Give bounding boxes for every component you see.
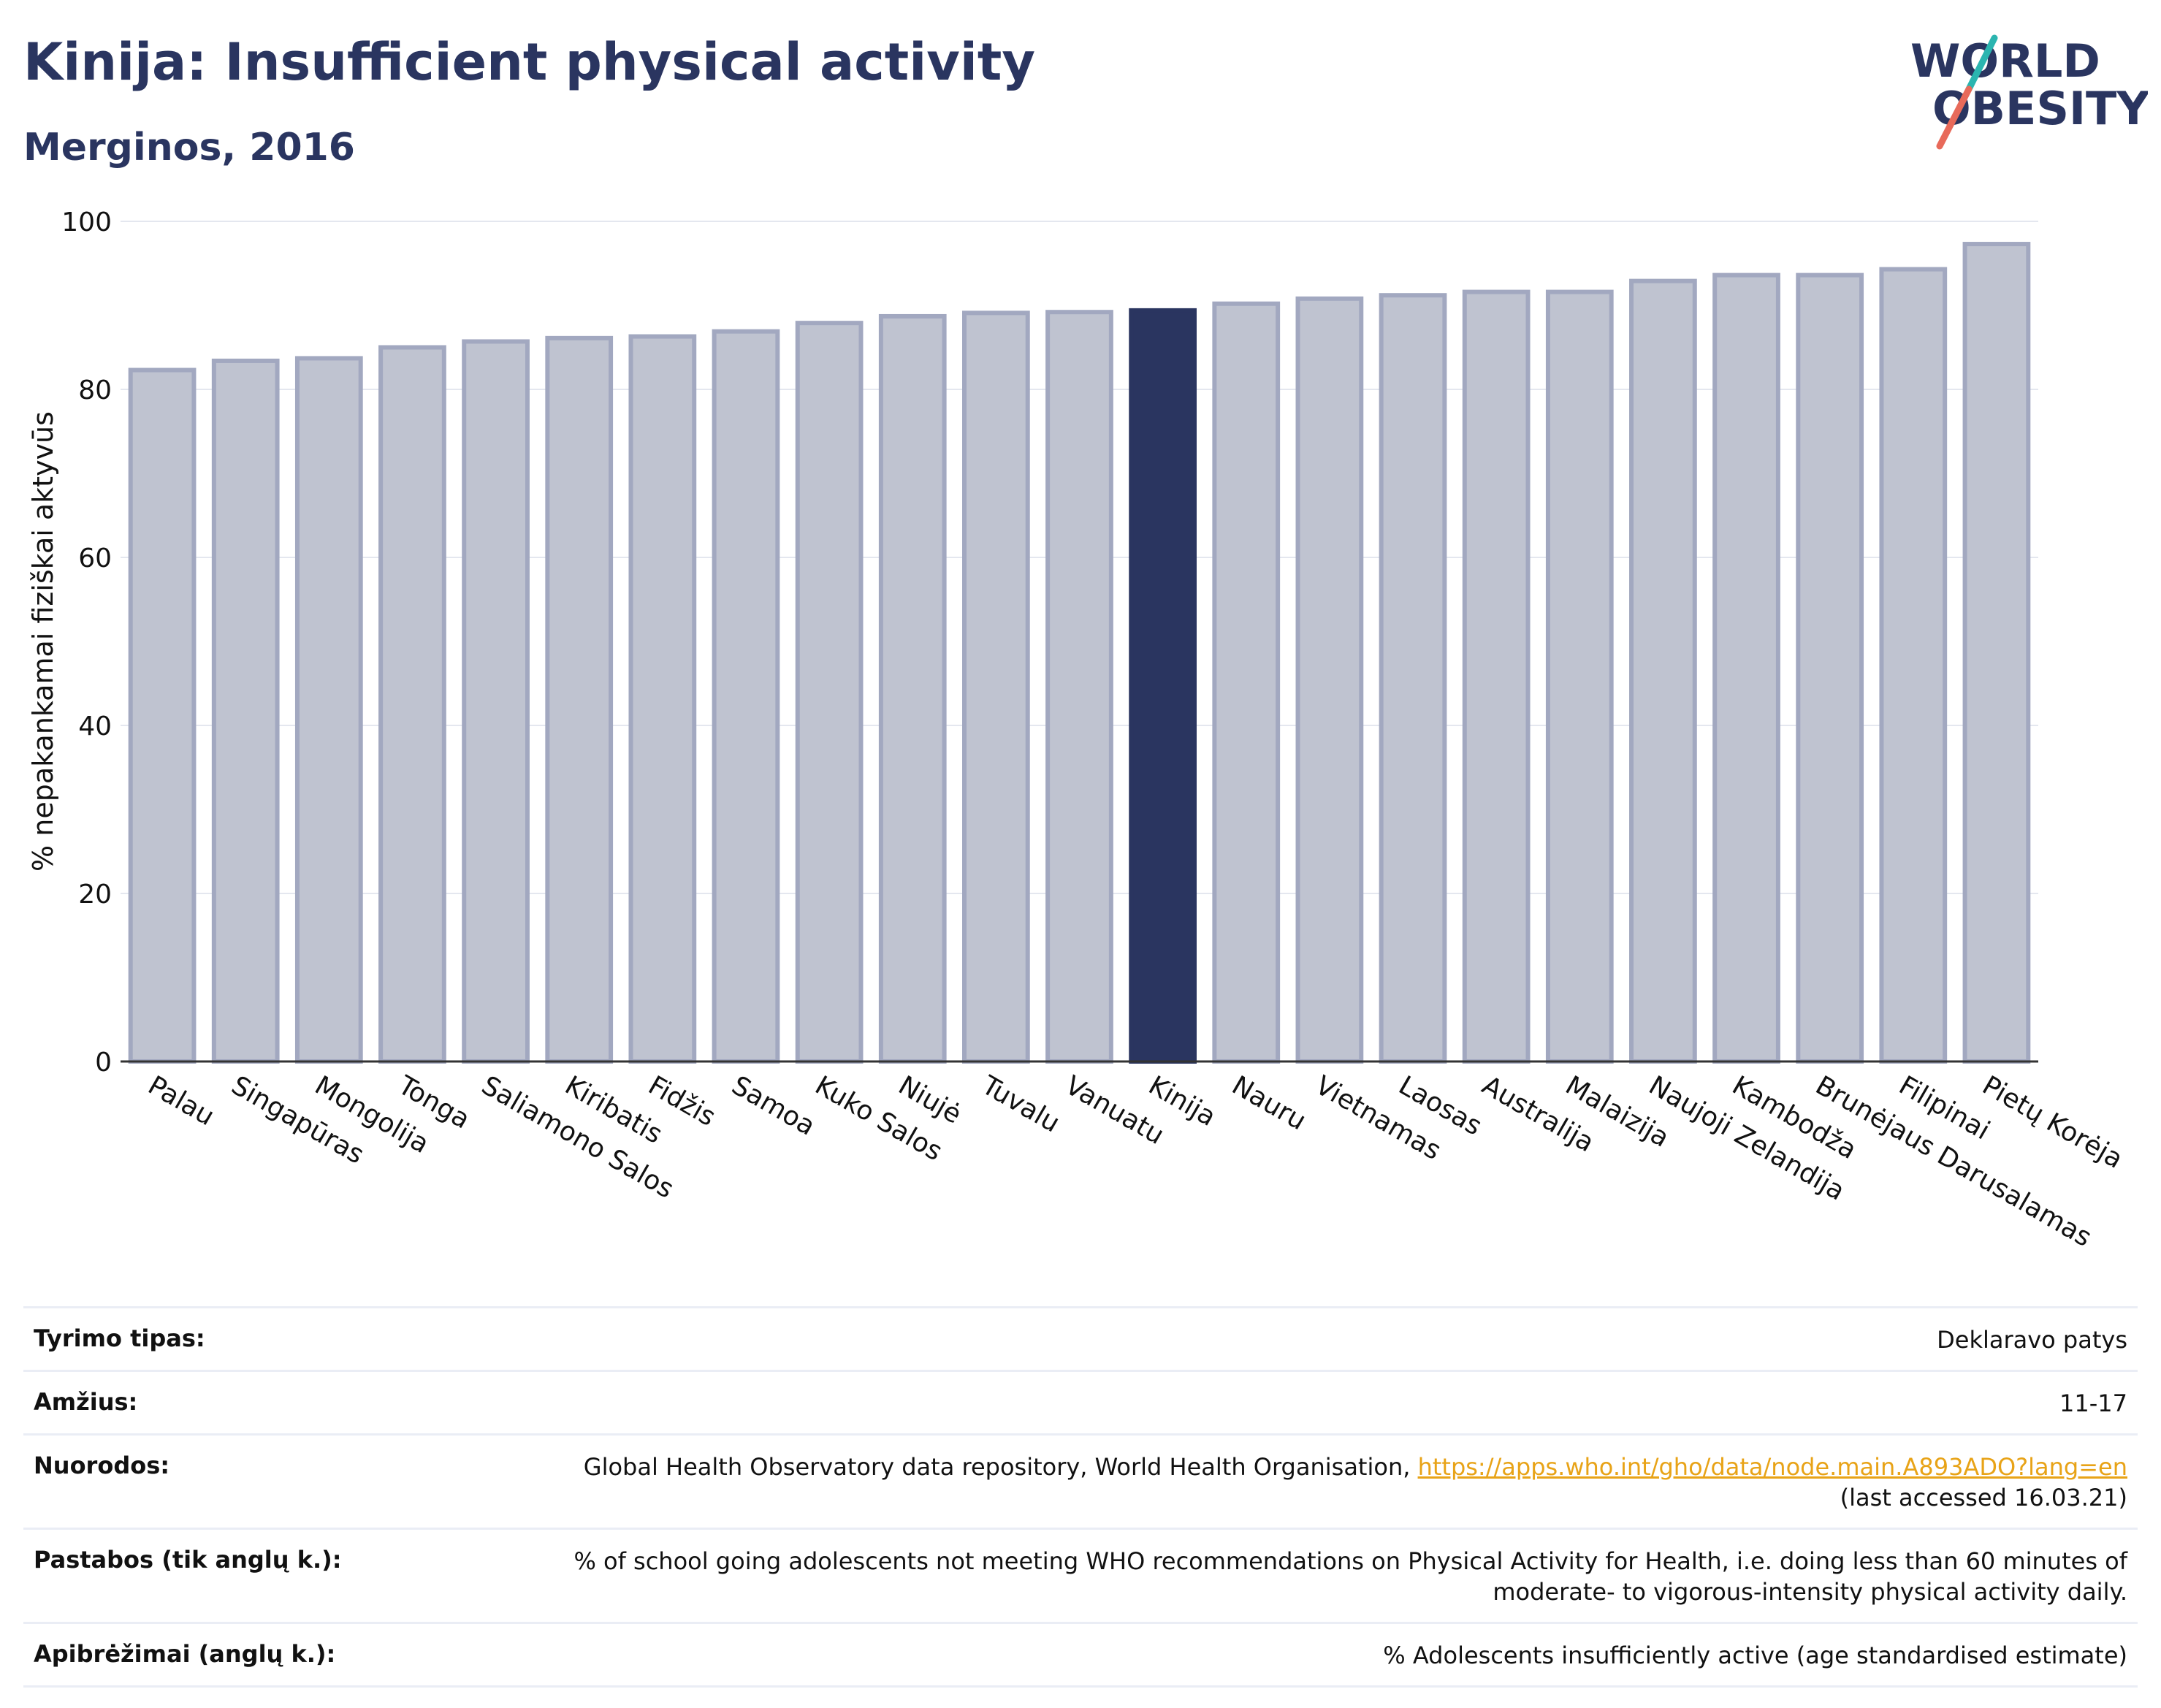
world-obesity-logo: WORLD OBESITY: [1910, 34, 2148, 150]
chart-title: Kinija: Insufficient physical activity: [23, 32, 1035, 92]
info-value: % Adolescents insufficiently active (age…: [1383, 1642, 2127, 1669]
x-tick-label: Pietų Korėja: [1977, 1070, 2127, 1175]
info-label: Nuorodos:: [34, 1452, 170, 1479]
bar-kinija: [1129, 308, 1197, 1064]
info-label: Tyrimo tipas:: [34, 1324, 205, 1352]
y-tick-label: 60: [78, 544, 112, 573]
bar-naujoji-zelandija: [1629, 278, 1697, 1064]
y-tick-layer: 0 20 40 60 80 100: [61, 207, 112, 1078]
logo-line-1: WORLD: [1910, 34, 2100, 88]
bar-chart: 0 20 40 60 80 100 Palau SingapūrasMongolijaTon…: [27, 207, 2128, 1253]
info-row-notes: Pastabos (tik anglų k.): % of school goi…: [23, 1528, 2138, 1622]
bar-laosas: [1379, 293, 1447, 1064]
info-row-definitions: Apibrėžimai (anglų k.): % Adolescents in…: [23, 1622, 2138, 1688]
info-label: Pastabos (tik anglų k.):: [34, 1546, 342, 1574]
bar-kuko-salos: [795, 321, 864, 1064]
bar-mongolija: [294, 356, 363, 1064]
bar-kiribatis: [545, 335, 614, 1064]
chart-subtitle: Merginos, 2016: [23, 126, 355, 169]
reference-link[interactable]: https://apps.who.int/gho/data/node.main.…: [1417, 1453, 2127, 1481]
y-tick-label: 0: [95, 1048, 112, 1078]
bar-samoa: [712, 329, 780, 1064]
bar-tonga: [378, 345, 446, 1064]
info-table: Tyrimo tipas: Deklaravo patys Amžius: 11…: [23, 1306, 2138, 1688]
x-tick-label: Samoa: [726, 1070, 820, 1142]
bar-brunėjaus-darusalamas: [1796, 272, 1864, 1064]
bar-australija: [1462, 289, 1531, 1064]
bar-nauru: [1212, 301, 1281, 1064]
x-tick-label: Tuvalu: [976, 1070, 1064, 1139]
bar-fidžis: [628, 334, 697, 1064]
info-label: Amžius:: [34, 1388, 138, 1416]
bar-tuvalu: [962, 310, 1030, 1064]
bar-malaizija: [1545, 289, 1614, 1064]
bar-singapūras: [211, 358, 280, 1064]
y-tick-label: 80: [78, 375, 112, 405]
bar-pietų-korėja: [1962, 242, 2031, 1064]
y-tick-label: 100: [61, 207, 112, 237]
y-axis-label: % nepakankamai fiziškai aktyvūs: [27, 411, 59, 872]
bar-niujė: [878, 313, 947, 1064]
info-row-age: Amžius: 11-17: [23, 1370, 2138, 1433]
bar-kambodža: [1712, 272, 1780, 1064]
info-value: Deklaravo patys: [1937, 1326, 2127, 1354]
reference-accessed: (last accessed 16.03.21): [1840, 1484, 2127, 1511]
info-row-survey-type: Tyrimo tipas: Deklaravo patys: [23, 1306, 2138, 1370]
logo-slash-teal: [1965, 34, 1998, 93]
info-value: % of school going adolescents not meetin…: [573, 1547, 2127, 1606]
info-row-references: Nuorodos: Global Health Observatory data…: [23, 1433, 2138, 1528]
logo-slash-coral: [1936, 85, 1973, 150]
y-tick-label: 40: [78, 712, 112, 741]
info-value-references: Global Health Observatory data repositor…: [584, 1452, 2127, 1513]
bar-palau: [128, 367, 197, 1064]
bar-saliamono-salos: [462, 339, 530, 1064]
bar-filipinai: [1879, 267, 1948, 1064]
info-value: 11-17: [2059, 1389, 2127, 1417]
x-tick-label: Nauru: [1227, 1070, 1311, 1136]
x-tick-label: Palau: [143, 1070, 220, 1132]
bar-layer: [128, 242, 2031, 1064]
bar-vietnamas: [1295, 296, 1364, 1064]
reference-text: Global Health Observatory data repositor…: [583, 1453, 1411, 1481]
y-tick-label: 20: [78, 880, 112, 910]
info-label: Apibrėžimai (anglų k.):: [34, 1640, 336, 1668]
bar-vanuatu: [1045, 310, 1113, 1064]
